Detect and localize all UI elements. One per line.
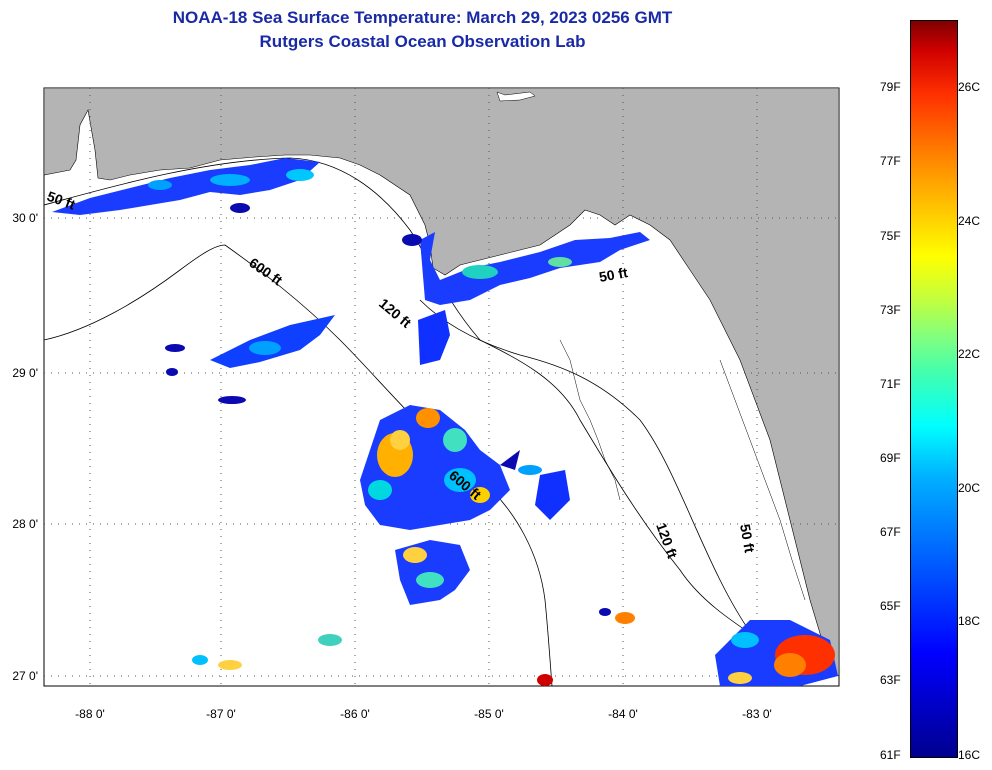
colorbar [910, 20, 958, 758]
colorbar-f-label: 75F [880, 229, 901, 243]
colorbar-c-label: 18C [958, 614, 981, 628]
colorbar-c-label: 22C [958, 347, 981, 361]
colorbar-f-label: 69F [880, 451, 901, 465]
lon-label: -83 0' [742, 707, 772, 721]
lat-label: 29 0' [12, 366, 38, 380]
map-title: NOAA-18 Sea Surface Temperature: March 2… [172, 8, 673, 27]
lon-label: -88 0' [75, 707, 105, 721]
island [496, 91, 536, 102]
lat-label: 27 0' [12, 669, 38, 683]
colorbar-f-label: 61F [880, 748, 901, 762]
land [43, 87, 840, 677]
contour-label: 50 ft [598, 264, 629, 285]
coastline-detail [559, 339, 806, 601]
sst-data [52, 158, 838, 686]
colorbar-c-label: 26C [958, 80, 981, 94]
lat-label: 30 0' [12, 211, 38, 225]
colorbar-f-label: 73F [880, 303, 901, 317]
contour-label: 50 ft [737, 523, 758, 554]
colorbar-f-label: 67F [880, 525, 901, 539]
colorbar-f-label: 63F [880, 673, 901, 687]
colorbar-f-label: 65F [880, 599, 901, 613]
lat-label: 28 0' [12, 517, 38, 531]
lon-label: -84 0' [608, 707, 638, 721]
lon-label: -85 0' [474, 707, 504, 721]
colorbar-f-label: 79F [880, 80, 901, 94]
colorbar-f-label: 71F [880, 377, 901, 391]
colorbar-c-label: 20C [958, 481, 981, 495]
colorbar-f-label: 77F [880, 154, 901, 168]
colorbar-c-label: 16C [958, 748, 981, 762]
lon-label: -87 0' [206, 707, 236, 721]
map-subtitle: Rutgers Coastal Ocean Observation Lab [259, 32, 586, 51]
depth-contours [43, 157, 821, 687]
lon-label: -86 0' [340, 707, 370, 721]
colorbar-c-label: 24C [958, 214, 981, 228]
